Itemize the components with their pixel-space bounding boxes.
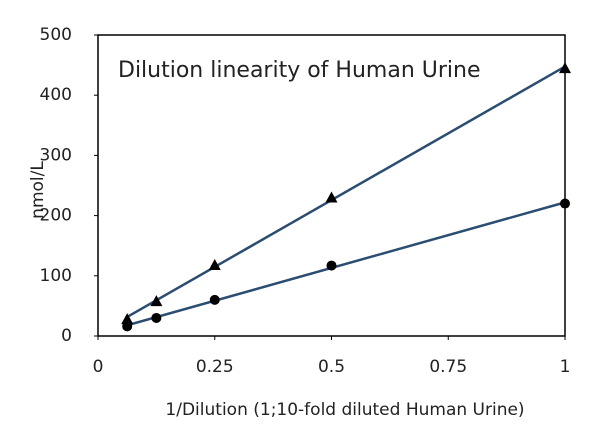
- trendline: [126, 65, 566, 319]
- x-tick-label: 0.75: [429, 357, 467, 377]
- x-tick-label: 0: [93, 357, 104, 377]
- y-tick-label: 100: [40, 266, 72, 286]
- y-tick-label: 500: [40, 25, 72, 45]
- point: [560, 198, 570, 209]
- point: [122, 321, 133, 332]
- point: [150, 295, 163, 307]
- point: [208, 258, 221, 270]
- y-axis-label: nmol/L: [28, 161, 48, 219]
- y-tick-label: 0: [61, 326, 72, 346]
- point: [559, 62, 571, 74]
- point: [326, 260, 337, 271]
- trendline: [126, 201, 566, 327]
- point: [121, 313, 134, 325]
- point: [151, 312, 162, 323]
- point: [209, 294, 220, 305]
- x-tick-label: 1: [560, 357, 571, 377]
- x-axis-label: 1/Dilution (1;10-fold diluted Human Urin…: [165, 400, 524, 420]
- x-tick-label: 0.5: [318, 357, 345, 377]
- point: [325, 191, 338, 203]
- x-tick-label: 0.25: [196, 357, 234, 377]
- chart-title: Dilution linearity of Human Urine: [118, 58, 481, 83]
- y-tick-label: 400: [40, 85, 72, 105]
- y-tick-label: 200: [40, 206, 72, 226]
- y-tick-label: 300: [40, 145, 72, 165]
